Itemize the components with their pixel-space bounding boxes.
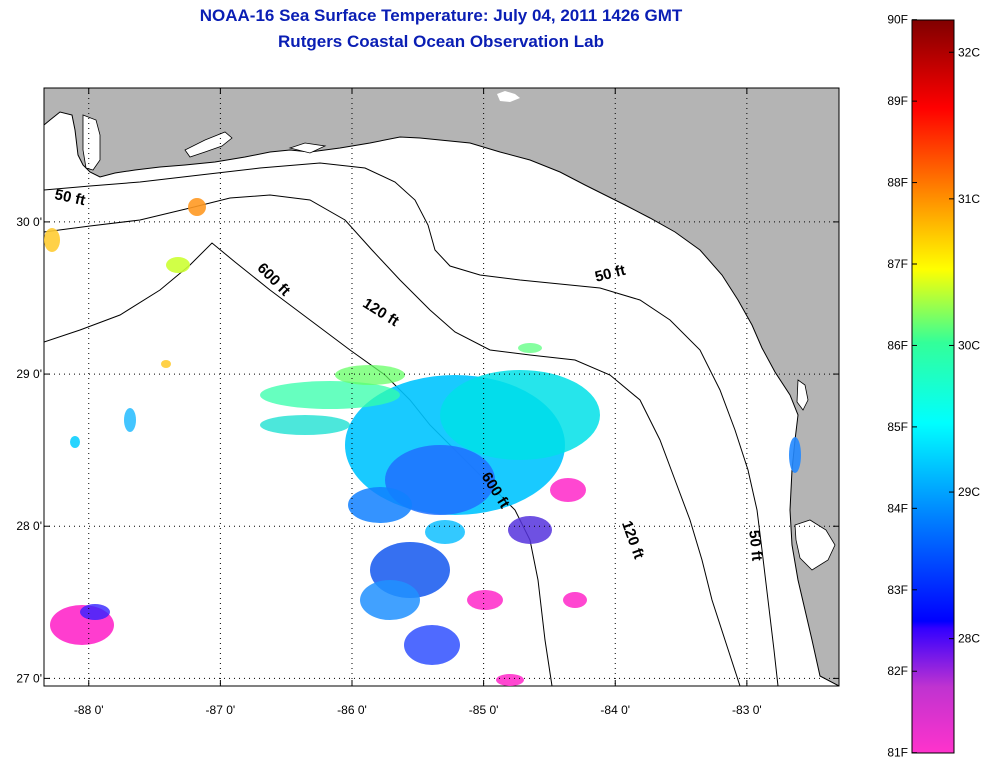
contour-label: 50 ft — [53, 186, 87, 209]
colorbar-f-label: 82F — [887, 664, 908, 678]
sst-patch — [335, 365, 405, 385]
colorbar-f-label: 84F — [887, 501, 908, 515]
land-mass — [44, 88, 839, 686]
sst-patch — [508, 516, 552, 544]
colorbar-c-label: 28C — [958, 632, 980, 646]
sst-patch — [44, 228, 60, 252]
contour-50ft — [44, 162, 779, 686]
colorbar-c-label: 29C — [958, 485, 980, 499]
bay-water — [796, 379, 809, 411]
colorbar-f-label: 87F — [887, 257, 908, 271]
colorbar-f-label: 86F — [887, 338, 908, 352]
sst-patch — [188, 198, 206, 216]
sst-patch — [70, 436, 80, 448]
sst-patch — [425, 520, 465, 544]
sst-patch — [404, 625, 460, 665]
map-subtitle: Rutgers Coastal Ocean Observation Lab — [278, 32, 604, 51]
lon-tick-label: -86 0' — [337, 703, 367, 717]
sst-data — [44, 198, 801, 686]
contour-label: 50 ft — [745, 529, 765, 561]
colorbar-c-label: 31C — [958, 192, 980, 206]
lat-tick-label: 29 0' — [16, 367, 42, 381]
colorbar-f-label: 81F — [887, 746, 908, 760]
sst-patch — [161, 360, 171, 368]
lon-tick-label: -88 0' — [74, 703, 104, 717]
sst-patch — [440, 370, 600, 460]
lat-tick-label: 28 0' — [16, 519, 42, 533]
sst-patch — [348, 487, 412, 523]
bay-water — [794, 519, 836, 571]
bay-water — [82, 114, 101, 171]
colorbar-f-label: 85F — [887, 420, 908, 434]
colorbar-f-label: 90F — [887, 13, 908, 27]
map-title: NOAA-16 Sea Surface Temperature: July 04… — [199, 6, 683, 25]
sst-patch — [260, 415, 350, 435]
contour-label: 50 ft — [593, 262, 627, 286]
colorbar — [911, 19, 955, 754]
lake-water — [497, 91, 520, 102]
lon-tick-label: -87 0' — [206, 703, 236, 717]
sst-patch — [80, 604, 110, 620]
sst-patch — [518, 343, 542, 353]
sst-patch — [563, 592, 587, 608]
sst-patch — [550, 478, 586, 502]
sst-patch — [789, 437, 801, 473]
sst-patch — [385, 445, 495, 515]
sst-patch — [496, 674, 524, 686]
sst-patch — [124, 408, 136, 432]
sst-patch — [360, 580, 420, 620]
colorbar-c-label: 30C — [958, 338, 980, 352]
lon-tick-label: -85 0' — [469, 703, 499, 717]
lat-tick-label: 30 0' — [16, 215, 42, 229]
colorbar-f-label: 88F — [887, 176, 908, 190]
colorbar-c-label: 32C — [958, 45, 980, 59]
lon-tick-label: -83 0' — [732, 703, 762, 717]
sst-patch — [260, 381, 400, 409]
lat-tick-label: 27 0' — [16, 671, 42, 685]
colorbar-f-label: 89F — [887, 94, 908, 108]
lon-tick-label: -84 0' — [600, 703, 630, 717]
sst-patch — [166, 257, 190, 273]
bay-water — [288, 142, 327, 154]
sst-patch — [467, 590, 503, 610]
contour-120ft — [44, 194, 741, 686]
colorbar-f-label: 83F — [887, 583, 908, 597]
